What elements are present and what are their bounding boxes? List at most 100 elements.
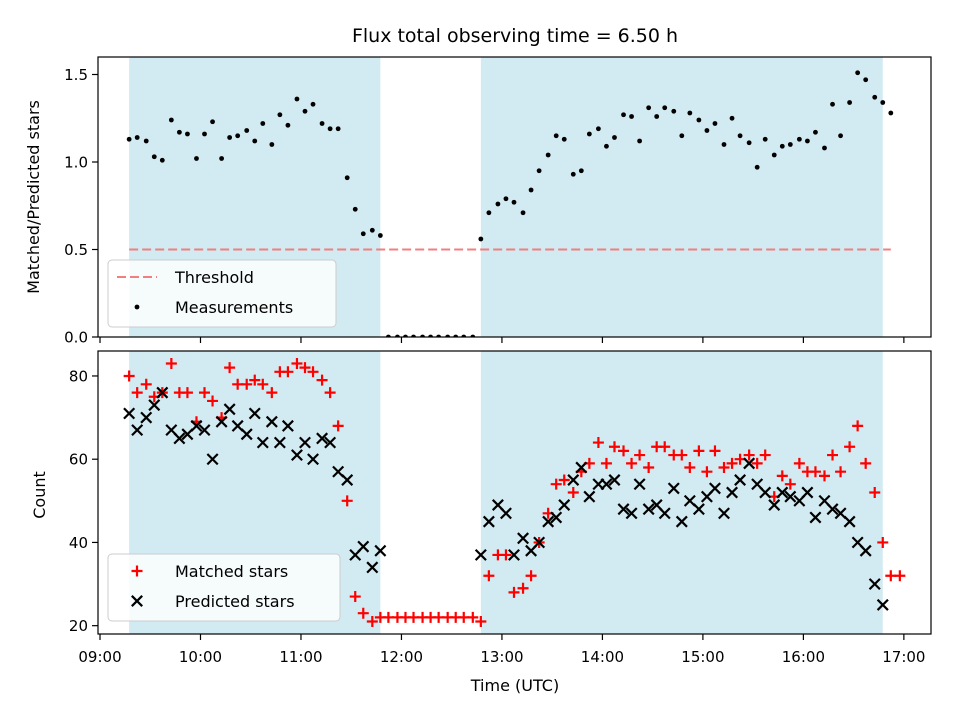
matched-star-point [718, 462, 730, 474]
matched-star-point [140, 378, 152, 390]
measurement-point [151, 154, 157, 160]
predicted-star-point [357, 540, 370, 553]
matched-star-point [759, 449, 771, 461]
legend-label: Threshold [174, 268, 254, 287]
matched-star-point [207, 395, 219, 407]
y-tick-label: 80 [69, 367, 88, 385]
measurement-point [712, 121, 718, 126]
predicted-star-point [859, 544, 872, 557]
matched-star-point [600, 457, 612, 469]
legend-label: Measurements [175, 298, 293, 317]
legend-box [107, 553, 341, 622]
predicted-star-point [307, 453, 320, 466]
predicted-star-point [567, 474, 580, 486]
measurement-point [813, 129, 818, 135]
predicted-star-point [223, 403, 236, 416]
predicted-star-point [474, 548, 487, 561]
legend-label: Matched stars [175, 562, 288, 581]
measurement-point [369, 227, 375, 233]
predicted-star-point [784, 490, 797, 503]
predicted-star-point [248, 407, 261, 420]
measurement-point [771, 152, 777, 158]
matched-star-point [123, 370, 135, 382]
measurement-point [495, 201, 501, 207]
bottom-panel: 20 40 60 80 09:00 10:00 11:00 12:00 13:00 14:00 15… [69, 350, 932, 666]
measurement-point [202, 131, 207, 137]
measurement-point [536, 168, 542, 174]
matched-star-point [793, 457, 805, 469]
measurement-point [830, 101, 835, 107]
matched-star-point [332, 420, 344, 432]
measurement-point [134, 135, 140, 140]
measurement-point [310, 101, 316, 107]
matched-star-point [181, 387, 193, 399]
matched-star-point [877, 536, 889, 548]
measurement-point [319, 121, 325, 126]
measurement-point [185, 131, 190, 137]
matched-star-point [784, 478, 796, 490]
measurement-point [586, 131, 592, 137]
matched-star-point [467, 611, 479, 623]
predicted-star-point [140, 411, 153, 424]
matched-star-point [643, 462, 655, 474]
predicted-star-point [575, 461, 588, 474]
predicted-star-point [600, 478, 613, 491]
x-tick-label: 09:00 [78, 648, 121, 666]
measurement-point [269, 142, 275, 147]
measurement-point [553, 133, 559, 139]
measurement-point [486, 210, 492, 216]
measurement-point [704, 128, 710, 133]
axes-frame [97, 56, 932, 338]
matched-star-point [608, 441, 620, 453]
predicted-star-point [273, 436, 286, 449]
matched-star-point [483, 570, 495, 582]
measurement-point [863, 77, 869, 83]
measurement-point [787, 142, 793, 147]
measurement-point [227, 135, 233, 140]
measurement-point [511, 199, 517, 205]
predicted-star-point [633, 478, 646, 491]
legend-predicted-swatch [131, 595, 143, 607]
plot-area [123, 351, 906, 634]
predicted-star-point [181, 428, 194, 441]
predicted-star-point [256, 436, 269, 449]
x-axis-label: Time (UTC) [470, 676, 559, 695]
predicted-star-point [299, 436, 311, 449]
measurement-point [503, 196, 509, 202]
measurement-point [143, 138, 149, 144]
matched-star-point [475, 616, 487, 628]
measurement-point [335, 126, 341, 132]
measurement-point [872, 94, 878, 100]
matched-star-point [249, 374, 261, 386]
measurement-point [302, 108, 308, 114]
predicted-star-point [123, 407, 136, 420]
x-tick-label: 12:00 [380, 648, 423, 666]
measurement-point [277, 112, 283, 118]
x-tick-label: 11:00 [279, 648, 322, 666]
predicted-star-point [324, 436, 337, 449]
matched-star-point [659, 441, 671, 453]
measurement-point [176, 129, 182, 135]
measurement-point [478, 236, 484, 242]
measurement-point [561, 136, 567, 142]
predicted-star-point [826, 503, 839, 516]
predicted-star-point [658, 507, 671, 520]
matched-star-point [224, 362, 236, 374]
matched-star-point [809, 466, 821, 478]
predicted-star-point [868, 578, 881, 591]
y-tick-label: 0.0 [64, 329, 88, 347]
predicted-star-point [625, 507, 638, 520]
measurement-point [252, 138, 258, 144]
matched-star-point [299, 362, 311, 374]
plot-area [126, 57, 894, 337]
matched-star-point [282, 366, 294, 378]
matched-star-point [776, 470, 788, 482]
matched-star-point [165, 357, 177, 369]
measurement-point [662, 105, 668, 111]
x-tick-label: 14:00 [581, 648, 624, 666]
matched-star-point [701, 466, 713, 478]
predicted-star-point [281, 419, 294, 432]
predicted-star-point [231, 419, 244, 432]
x-tick-label: 10:00 [179, 648, 222, 666]
measurement-point [219, 156, 224, 161]
